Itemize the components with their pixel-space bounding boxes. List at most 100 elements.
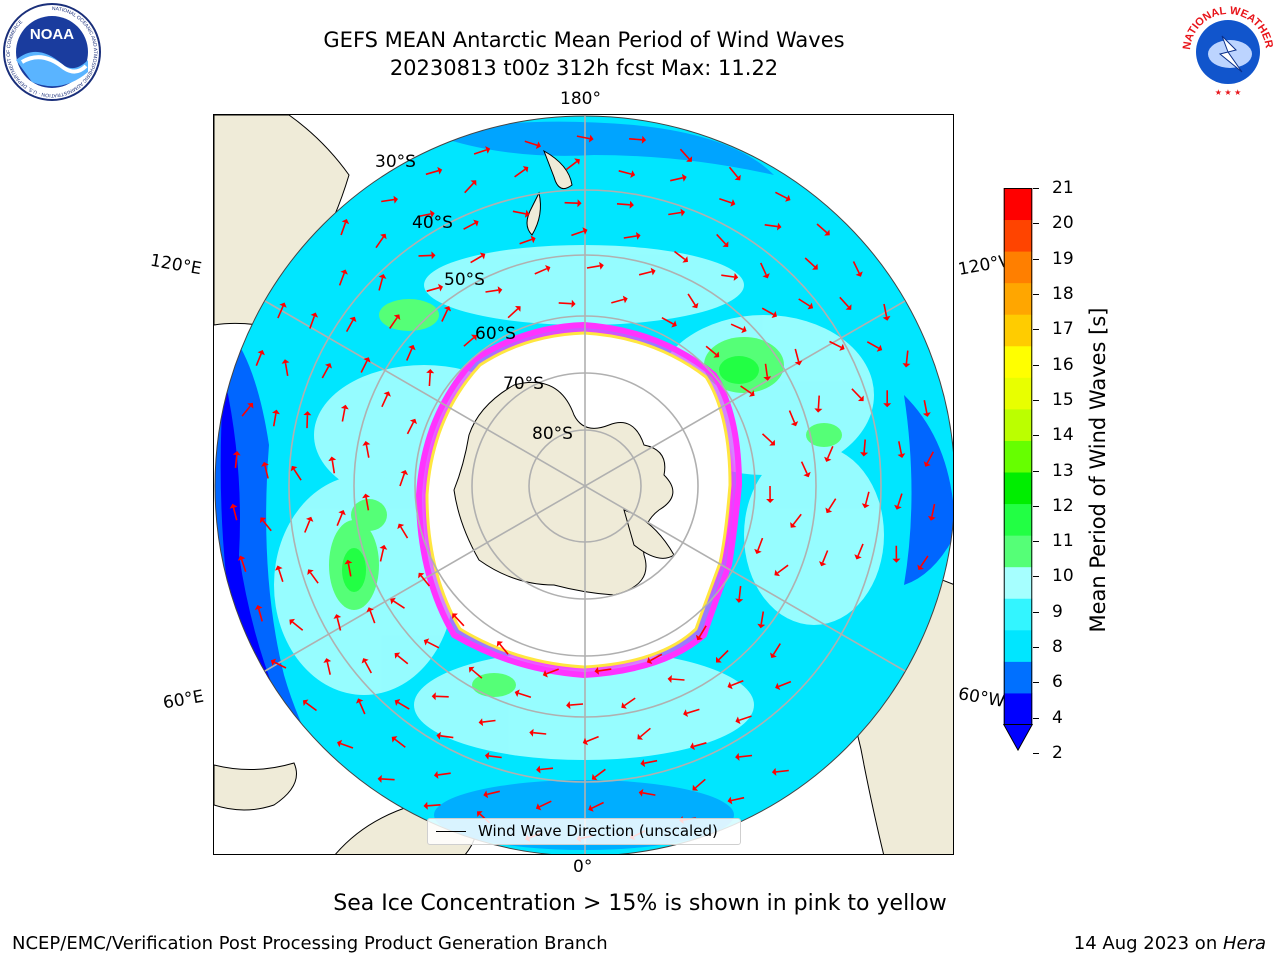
wave-direction-arrowhead bbox=[484, 751, 490, 760]
wave-direction-arrow bbox=[926, 451, 935, 464]
lon-label-60e: 60°E bbox=[161, 686, 206, 714]
wave-direction-arrow bbox=[716, 233, 727, 245]
wave-direction-arrowhead bbox=[763, 376, 772, 381]
wave-direction-arrow bbox=[761, 433, 773, 444]
wave-direction-arrowhead bbox=[713, 351, 720, 358]
wave-direction-arrowhead bbox=[497, 286, 503, 295]
wave-direction-arrow bbox=[427, 804, 441, 807]
noaa-logo: NOAA NATIONAL OCEANIC AND ATMOSPHERIC AD… bbox=[2, 2, 102, 106]
wave-direction-arrowhead bbox=[735, 752, 740, 761]
colorbar-cell bbox=[1003, 408, 1033, 441]
wave-direction-arrowhead bbox=[691, 302, 699, 309]
wave-direction-arrowhead bbox=[727, 681, 733, 690]
wave-direction-arrow bbox=[304, 520, 311, 533]
wave-direction-arrow bbox=[586, 265, 600, 269]
wave-direction-arrow bbox=[800, 461, 808, 474]
wave-direction-arrow bbox=[731, 796, 745, 802]
wave-direction-arrowhead bbox=[473, 219, 479, 227]
colorbar-tick-label: 14 bbox=[1052, 425, 1074, 446]
colorbar-tick-label: 16 bbox=[1052, 354, 1074, 375]
wave-direction-arrowhead bbox=[431, 251, 436, 260]
wave-direction-arrow bbox=[272, 413, 277, 427]
wave-direction-arrow bbox=[381, 778, 395, 781]
wave-direction-arrowhead bbox=[566, 701, 571, 710]
wave-direction-arrow bbox=[428, 372, 431, 387]
colorbar-tick-label: 2 bbox=[1052, 743, 1063, 763]
wave-direction-arrow bbox=[533, 731, 547, 735]
wave-direction-arrowhead bbox=[803, 471, 811, 478]
wave-direction-arrow bbox=[426, 286, 440, 292]
wave-direction-arrowhead bbox=[333, 614, 342, 619]
wave-direction-arrowhead bbox=[636, 232, 641, 240]
colorbar-tick-mark bbox=[1033, 188, 1039, 189]
wave-direction-arrowhead bbox=[845, 304, 852, 310]
wave-direction-arrow bbox=[586, 735, 599, 743]
wave-direction-arrowhead bbox=[917, 564, 924, 570]
wave-direction-arrow bbox=[919, 555, 929, 568]
wave-direction-arrow bbox=[839, 296, 850, 308]
wave-direction-arrow bbox=[687, 293, 696, 306]
wave-direction-arrow bbox=[624, 697, 636, 707]
wave-direction-arrowhead bbox=[790, 421, 799, 427]
wave-direction-arrow bbox=[365, 497, 370, 511]
wave-direction-arrowhead bbox=[734, 174, 741, 181]
wave-direction-arrow bbox=[534, 267, 548, 275]
wave-direction-arrowhead bbox=[814, 408, 823, 413]
wind-wave-arrows bbox=[229, 134, 936, 843]
nws-logo: NATIONAL WEATHER SERVICE ★ ★ ★ bbox=[1174, 0, 1278, 106]
colorbar-tick-mark bbox=[1033, 682, 1039, 684]
wave-direction-arrowhead bbox=[290, 465, 298, 472]
wave-direction-arrow bbox=[775, 769, 789, 773]
svg-text:★ ★ ★: ★ ★ ★ bbox=[1215, 88, 1242, 97]
wave-direction-arrowhead bbox=[883, 403, 892, 408]
wave-direction-arrow bbox=[616, 203, 630, 206]
wave-direction-arrow bbox=[463, 222, 476, 230]
wave-direction-arrowhead bbox=[418, 572, 425, 579]
wave-direction-arrowhead bbox=[902, 363, 911, 368]
wave-direction-arrow bbox=[863, 439, 866, 453]
wave-direction-arrow bbox=[788, 410, 796, 423]
wave-direction-arrow bbox=[309, 572, 319, 584]
wave-direction-arrow bbox=[518, 692, 532, 698]
legend-label: Wind Wave Direction (unscaled) bbox=[478, 822, 718, 840]
wave-direction-arrowhead bbox=[571, 299, 576, 308]
wave-direction-arrowhead bbox=[281, 359, 290, 364]
wave-direction-arrowhead bbox=[876, 344, 883, 352]
wave-direction-arrow bbox=[378, 277, 384, 291]
wave-direction-arrow bbox=[291, 621, 304, 631]
wave-direction-arrow bbox=[931, 503, 936, 517]
wave-direction-arrowhead bbox=[478, 718, 484, 727]
wave-direction-arrowhead bbox=[471, 334, 477, 341]
wave-direction-arrow bbox=[341, 408, 346, 422]
wave-direction-arrow bbox=[420, 575, 431, 587]
wave-direction-arrow bbox=[759, 262, 767, 276]
colorbar-tick-label: 11 bbox=[1052, 531, 1074, 552]
wave-direction-arrow bbox=[514, 168, 526, 178]
wave-direction-arrow bbox=[705, 345, 717, 356]
wave-direction-arrowhead bbox=[637, 733, 643, 740]
wave-direction-arrowhead bbox=[650, 267, 656, 276]
wave-direction-arrow bbox=[642, 792, 656, 796]
colorbar-tick-mark bbox=[1033, 293, 1039, 295]
wave-direction-arrow bbox=[340, 222, 347, 236]
wave-direction-arrow bbox=[897, 493, 903, 507]
wave-direction-arrowhead bbox=[307, 569, 314, 575]
wave-direction-arrow bbox=[851, 388, 862, 399]
wave-direction-arrowhead bbox=[667, 675, 672, 683]
wave-direction-arrowhead bbox=[695, 634, 703, 641]
wave-direction-arrow bbox=[470, 255, 483, 264]
colorbar-cell bbox=[1003, 535, 1033, 568]
wave-direction-arrow bbox=[482, 719, 496, 723]
wave-direction-arrow bbox=[760, 611, 765, 625]
wave-direction-arrow bbox=[512, 210, 526, 215]
wave-direction-arrow bbox=[740, 385, 752, 395]
wave-direction-arrowhead bbox=[279, 302, 287, 308]
wave-direction-arrow bbox=[369, 610, 376, 624]
wave-direction-arrow bbox=[698, 625, 707, 638]
wave-direction-arrow bbox=[397, 701, 410, 710]
wave-direction-arrowhead bbox=[629, 200, 634, 209]
colorbar-tick-label: 9 bbox=[1052, 601, 1063, 622]
wave-direction-arrow bbox=[440, 735, 454, 739]
wave-direction-arrowhead bbox=[436, 731, 441, 740]
colorbar-tick-mark bbox=[1033, 505, 1039, 507]
